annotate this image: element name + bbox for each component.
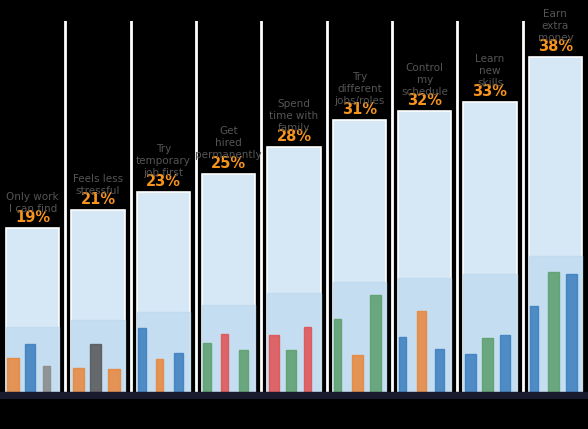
- Text: 19%: 19%: [15, 210, 50, 225]
- Bar: [108, 369, 120, 392]
- Bar: [71, 210, 125, 399]
- Bar: [202, 174, 255, 399]
- Text: Earn
extra
money: Earn extra money: [537, 9, 573, 43]
- Bar: [286, 350, 296, 392]
- Bar: [463, 275, 517, 399]
- Bar: [435, 349, 445, 392]
- Bar: [417, 311, 426, 392]
- Text: 21%: 21%: [81, 192, 116, 207]
- Text: 38%: 38%: [538, 39, 573, 54]
- Bar: [333, 282, 386, 399]
- Bar: [547, 272, 559, 392]
- Bar: [71, 320, 125, 399]
- Bar: [6, 327, 59, 399]
- Bar: [566, 274, 577, 392]
- Bar: [352, 354, 363, 392]
- Bar: [463, 103, 517, 399]
- Text: Get
hired
permanently: Get hired permanently: [195, 126, 262, 160]
- Bar: [399, 337, 406, 392]
- Bar: [7, 358, 19, 392]
- Bar: [136, 192, 190, 399]
- Bar: [72, 368, 84, 392]
- Bar: [221, 334, 229, 392]
- Bar: [500, 335, 510, 392]
- Text: Learn
new
skills: Learn new skills: [475, 54, 505, 88]
- Bar: [173, 353, 183, 392]
- Bar: [43, 366, 51, 392]
- Bar: [267, 147, 321, 399]
- Bar: [398, 112, 452, 399]
- Bar: [465, 354, 476, 392]
- Bar: [370, 295, 380, 392]
- Text: Try
temporary
job first: Try temporary job first: [136, 144, 191, 178]
- Bar: [482, 338, 493, 392]
- Bar: [333, 120, 386, 399]
- Bar: [136, 312, 190, 399]
- Bar: [269, 335, 279, 392]
- Bar: [334, 319, 342, 392]
- Text: 32%: 32%: [407, 93, 442, 108]
- Text: 25%: 25%: [211, 156, 246, 171]
- Bar: [529, 57, 582, 399]
- Bar: [156, 359, 163, 392]
- Bar: [398, 278, 452, 399]
- Text: Only work
I can find: Only work I can find: [6, 192, 59, 214]
- Bar: [91, 344, 101, 392]
- Bar: [529, 256, 582, 399]
- Text: Control
my
schedule: Control my schedule: [401, 63, 448, 97]
- Bar: [0, 392, 588, 399]
- Bar: [203, 343, 212, 392]
- Text: 31%: 31%: [342, 102, 377, 117]
- Text: 28%: 28%: [276, 129, 312, 144]
- Text: Spend
time with
family: Spend time with family: [269, 99, 319, 133]
- Text: Feels less
stressful: Feels less stressful: [73, 174, 123, 196]
- Text: Try
different
jobs/roles: Try different jobs/roles: [334, 72, 385, 106]
- Bar: [239, 350, 248, 392]
- Bar: [267, 293, 321, 399]
- Bar: [138, 328, 146, 392]
- Bar: [304, 327, 311, 392]
- Text: 33%: 33%: [473, 84, 507, 99]
- Bar: [25, 344, 35, 392]
- Text: 23%: 23%: [146, 174, 181, 189]
- Bar: [530, 306, 537, 392]
- Bar: [6, 228, 59, 399]
- Bar: [202, 305, 255, 399]
